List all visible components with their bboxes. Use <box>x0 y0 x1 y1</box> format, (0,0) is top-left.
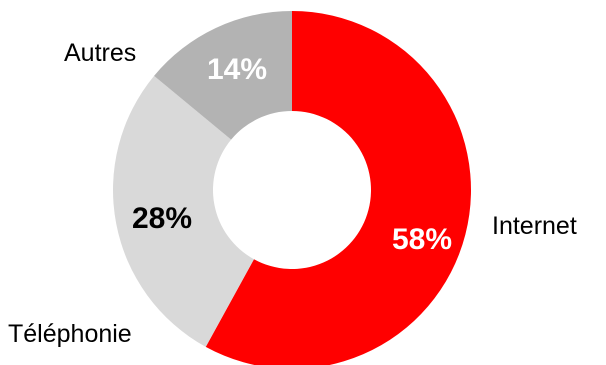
value-label-internet: 58% <box>392 223 452 256</box>
value-label-telephonie: 28% <box>132 202 192 235</box>
slice-telephonie <box>112 75 254 347</box>
donut-slices <box>112 11 471 365</box>
category-label-telephonie: Téléphonie <box>8 320 132 348</box>
category-label-autres: Autres <box>64 39 136 67</box>
slice-internet <box>205 11 471 365</box>
slice-autres <box>154 11 292 140</box>
value-label-autres: 14% <box>207 53 267 86</box>
category-label-internet: Internet <box>492 212 577 240</box>
